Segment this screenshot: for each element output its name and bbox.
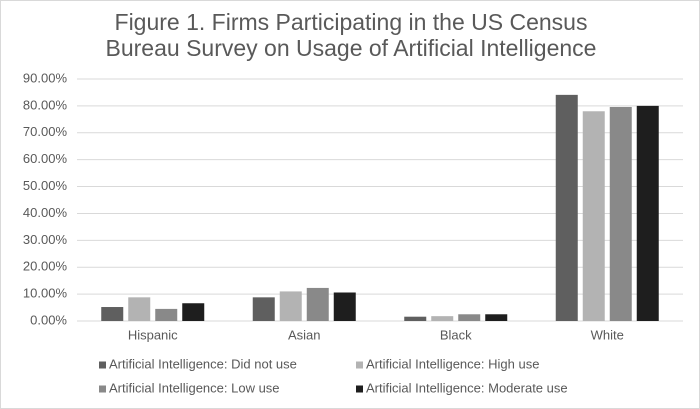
y-tick-label: 30.00%: [23, 232, 68, 247]
bar: [431, 316, 454, 321]
chart-title: Figure 1. Firms Participating in the US …: [105, 9, 597, 61]
legend-swatch: [99, 385, 106, 393]
legend-swatch: [356, 385, 363, 393]
x-tick-label: White: [591, 327, 624, 342]
legend-label: Artificial Intelligence: Did not use: [109, 356, 297, 371]
legend-swatch: [356, 361, 363, 369]
bar: [404, 316, 427, 321]
y-tick-label: 0.00%: [30, 312, 67, 327]
bar: [485, 314, 508, 321]
bar: [279, 291, 302, 321]
bar: [155, 308, 178, 321]
y-tick-label: 70.00%: [23, 124, 68, 139]
bar: [582, 111, 605, 322]
legend-swatch: [99, 361, 106, 369]
y-tick-label: 10.00%: [23, 286, 68, 301]
bar: [306, 287, 329, 321]
x-tick-label: Black: [440, 327, 472, 342]
legend-label: Artificial Intelligence: Moderate use: [366, 380, 568, 395]
bar: [333, 292, 356, 321]
bar: [609, 106, 632, 321]
y-tick-label: 90.00%: [23, 70, 68, 85]
y-tick-label: 60.00%: [23, 151, 68, 166]
bar: [182, 303, 205, 321]
y-tick-label: 80.00%: [23, 97, 68, 112]
y-tick-label: 20.00%: [23, 259, 68, 274]
y-tick-label: 40.00%: [23, 205, 68, 220]
legend-label: Artificial Intelligence: Low use: [109, 380, 280, 395]
x-tick-label: Asian: [288, 327, 321, 342]
x-tick-label: Hispanic: [128, 327, 178, 342]
bar: [636, 105, 659, 321]
bar: [252, 297, 275, 321]
bar: [458, 314, 481, 321]
bar: [101, 307, 124, 321]
bar: [555, 94, 578, 321]
bar: [128, 297, 151, 321]
legend-label: Artificial Intelligence: High use: [366, 356, 539, 371]
y-tick-label: 50.00%: [23, 178, 68, 193]
